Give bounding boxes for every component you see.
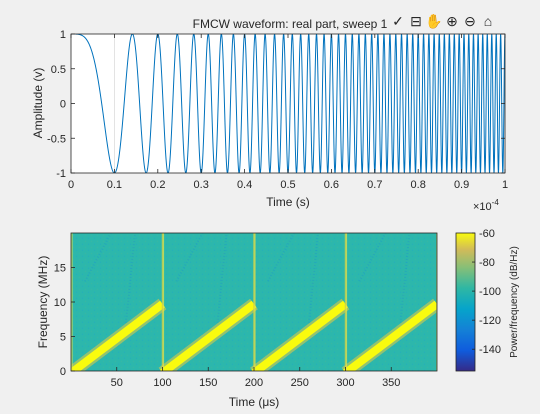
waveform-x-tick-label: 0.6 <box>324 179 339 191</box>
waveform-y-tick-label: 0 <box>60 99 66 111</box>
spectrogram-x-tick-label: 250 <box>291 377 309 389</box>
sweep-alias-streak <box>399 233 411 323</box>
waveform-axes[interactable]: 0 0.1 0.2 0.3 0.4 0.5 0.6 0.7 0.8 0.9 1 -1 -0.5 0 0.5… <box>31 17 508 213</box>
spectrogram-x-axis-label: Time (μs) <box>229 395 279 409</box>
waveform-x-tick-label: 0 <box>68 179 74 191</box>
colorbar-gradient <box>455 232 476 372</box>
waveform-x-tick-label: 0.9 <box>454 179 469 191</box>
spectrogram-x-tick-label: 300 <box>336 377 354 389</box>
waveform-x-tick-label: 0.8 <box>411 179 426 191</box>
spectrogram-axes[interactable]: 50 100 150 200 250 300 350 0 5 10 15 Time (μs) Fr… <box>36 232 438 409</box>
waveform-x-tick-label: 0.1 <box>107 179 122 191</box>
waveform-y-axis-label: Amplitude (v) <box>31 68 45 139</box>
spectrogram-y-ticks: 0 5 10 15 <box>54 263 75 378</box>
colorbar-tick-label: -140 <box>479 344 501 356</box>
datatips-icon[interactable]: ⊟ <box>410 13 422 29</box>
spectrogram-x-tick-label: 50 <box>111 377 123 389</box>
colorbar[interactable]: -60 -80 -100 -120 -140 Power/frequency (dB/H… <box>455 228 520 372</box>
waveform-title: FMCW waveform: real part, sweep 1 <box>193 17 388 31</box>
sweep-alias-streak <box>84 233 112 282</box>
waveform-y-tick-label: -1 <box>56 168 66 180</box>
colorbar-label: Power/frequency (dB/Hz) <box>509 246 520 358</box>
zoom-in-icon[interactable]: ⊕ <box>446 13 458 29</box>
spectrogram-y-tick-label: 10 <box>54 297 66 309</box>
colorbar-ticks: -60 -80 -100 -120 -140 <box>472 228 501 356</box>
waveform-x-exponent: ×10-4 <box>473 198 499 213</box>
waveform-x-tick-label: 0.3 <box>194 179 209 191</box>
spectrogram-y-tick-label: 0 <box>60 366 66 378</box>
sweep-alias-streak <box>125 233 136 323</box>
waveform-x-tick-label: 0.7 <box>367 179 382 191</box>
waveform-y-tick-label: 0.5 <box>51 64 66 76</box>
colorbar-tick-label: -100 <box>479 286 501 298</box>
sweep-chirp-band <box>251 300 348 371</box>
home-icon[interactable]: ⌂ <box>484 13 492 29</box>
zoom-out-icon[interactable]: ⊖ <box>464 13 476 29</box>
spectrogram-sweeps <box>71 233 437 371</box>
sweep-alias-streak <box>267 233 295 282</box>
waveform-x-tick-label: 1 <box>502 179 508 191</box>
waveform-series-line <box>71 34 505 173</box>
sweep-alias-streak <box>175 233 204 282</box>
spectrogram-y-tick-label: 15 <box>54 263 66 275</box>
sweep-alias-streak <box>358 233 387 282</box>
spectrogram-x-tick-label: 100 <box>153 377 171 389</box>
spectrogram-x-tick-label: 150 <box>199 377 217 389</box>
sweep-alias-streak <box>308 233 319 323</box>
waveform-x-ticks: 0 0.1 0.2 0.3 0.4 0.5 0.6 0.7 0.8 0.9 1 <box>68 34 508 191</box>
spectrogram-x-tick-label: 350 <box>382 377 400 389</box>
sweep-alias-streak <box>216 233 228 323</box>
colorbar-tick-label: -120 <box>479 315 501 327</box>
waveform-y-tick-label: -0.5 <box>47 133 66 145</box>
spectrogram-y-axis-label: Frequency (MHz) <box>36 256 50 349</box>
pan-icon[interactable]: ✋ <box>425 13 442 29</box>
waveform-y-ticks: -1 -0.5 0 0.5 1 <box>47 29 505 180</box>
sweep-chirp-band <box>160 300 257 371</box>
sweep-chirp-band <box>343 300 437 371</box>
spectrogram-y-tick-label: 5 <box>60 332 66 344</box>
brush-icon[interactable]: ✓ <box>392 13 404 29</box>
colorbar-tick-label: -60 <box>479 228 495 240</box>
spectrogram-x-tick-label: 200 <box>245 377 263 389</box>
waveform-x-tick-label: 0.2 <box>150 179 165 191</box>
waveform-x-axis-label: Time (s) <box>266 195 310 209</box>
waveform-x-tick-label: 0.5 <box>280 179 295 191</box>
axes-toolbar: ✓ ⊟ ✋ ⊕ ⊖ ⌂ <box>392 13 492 29</box>
waveform-y-tick-label: 1 <box>60 29 66 41</box>
sweep-chirp-band <box>71 300 165 371</box>
spectrogram-x-ticks: 50 100 150 200 250 300 350 <box>111 367 400 389</box>
colorbar-tick-label: -80 <box>479 257 495 269</box>
waveform-x-tick-label: 0.4 <box>237 179 252 191</box>
